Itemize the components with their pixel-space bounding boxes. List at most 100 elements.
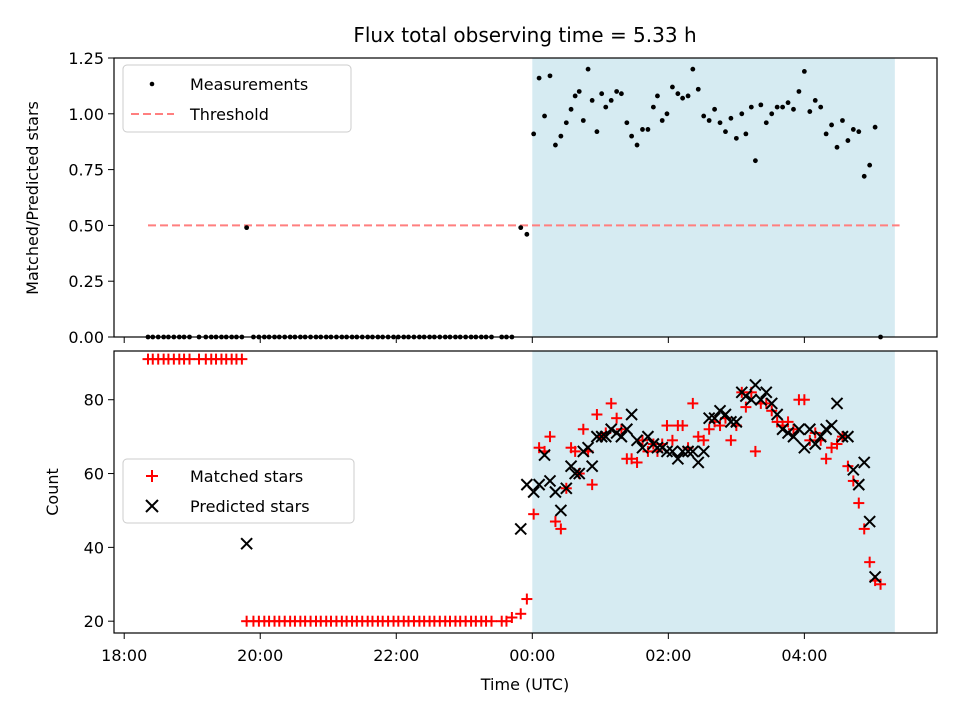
predicted-star-point: [514, 522, 527, 536]
top-x-ticks: [123, 337, 805, 343]
top-y-axis-label: Matched/Predicted stars: [23, 101, 42, 295]
measurement-point: [834, 144, 840, 150]
measurement-point: [840, 118, 845, 123]
predicted-star-point: [620, 423, 634, 436]
measurement-point: [531, 131, 537, 137]
matched-star-point: [642, 445, 654, 457]
measurement-point: [774, 104, 780, 110]
predicted-star-point: [708, 411, 721, 425]
predicted-star-point: [724, 415, 738, 429]
bottom-y-axis-label: Count: [43, 468, 62, 516]
matched-star-point: [666, 434, 678, 446]
measurement-point: [568, 106, 574, 112]
predicted-star-point: [625, 408, 638, 421]
matched-star-point: [766, 405, 778, 417]
predicted-star-point: [573, 467, 586, 480]
measurement-point: [791, 106, 796, 112]
predicted-star-point: [527, 485, 540, 499]
top-y-tick-label: 1.00: [68, 105, 104, 124]
legend-matched-marker: [146, 470, 158, 482]
top-legend-box: [122, 64, 352, 133]
measurement-point: [675, 91, 681, 97]
predicted-star-point: [787, 430, 800, 443]
matched-star-point: [506, 611, 518, 623]
measurement-point: [572, 93, 578, 99]
matched-star-point: [183, 353, 195, 365]
matched-star-point: [749, 445, 761, 457]
measurement-point: [763, 120, 769, 126]
measurement-point: [558, 133, 564, 139]
matched-star-point: [782, 416, 794, 428]
matched-star-point: [555, 523, 567, 535]
x-axis-label: Time (UTC): [480, 675, 569, 694]
matched-star-point: [787, 423, 799, 435]
predicted-star-point: [595, 430, 608, 443]
bottom-y-axis: 20 40 60 80: [84, 391, 114, 631]
measurement-point: [585, 66, 591, 72]
bottom-y-tick-label: 40: [84, 538, 104, 557]
legend-predicted-label: Predicted stars: [190, 497, 310, 516]
predicted-star-point: [770, 408, 784, 421]
matched-star-point: [798, 394, 810, 406]
measurement-point: [739, 111, 745, 117]
predicted-star-point: [825, 419, 838, 432]
measurement-point: [801, 68, 807, 74]
top-y-tick-label: 1.25: [68, 49, 104, 68]
predicted-star-point: [749, 378, 762, 392]
top-legend: Measurements Threshold: [122, 64, 352, 133]
predicted-star-point: [863, 515, 876, 528]
measurement-point: [680, 95, 686, 101]
predicted-star-point: [543, 474, 557, 488]
measurement-point: [553, 142, 558, 148]
predicted-star-point: [599, 430, 612, 443]
measurements-series: [145, 66, 883, 340]
bottom-observing-span: [532, 351, 895, 633]
measurement-point: [655, 93, 660, 99]
measurement-point: [818, 104, 824, 110]
predicted-star-point: [798, 441, 811, 454]
measurement-point: [542, 113, 547, 119]
measurement-point: [608, 98, 614, 103]
top-axes-frame: [113, 57, 938, 338]
predicted-star-point: [549, 485, 562, 499]
measurement-point: [769, 111, 775, 117]
top-y-tick-label: 0.50: [68, 216, 104, 235]
bottom-legend: Matched stars Predicted stars: [122, 458, 355, 524]
matched-star-point: [591, 408, 603, 420]
matched-star-point: [804, 434, 816, 446]
predicted-star-point: [765, 397, 778, 410]
matched-star-point: [875, 578, 887, 590]
measurement-point: [748, 104, 754, 110]
matched-star-point: [703, 423, 715, 435]
measurement-point: [244, 225, 250, 231]
predicted-star-point: [719, 408, 732, 421]
matched-star-point: [858, 523, 870, 535]
measurement-point: [695, 86, 701, 92]
matched-star-point: [611, 412, 623, 424]
measurement-point: [670, 84, 675, 90]
measurement-point: [536, 75, 542, 81]
matched-star-point: [847, 475, 859, 487]
measurement-point: [701, 113, 707, 119]
top-y-tick-label: 0.75: [68, 161, 104, 180]
measurement-point: [629, 133, 635, 139]
predicted-star-point: [781, 426, 795, 440]
legend-matched-label: Matched stars: [190, 467, 303, 486]
matched-star-point: [631, 456, 643, 468]
measurement-point: [664, 111, 670, 117]
matched-star-point: [740, 401, 752, 413]
matched-star-point: [521, 593, 533, 605]
predicted-star-point: [713, 404, 727, 418]
predicted-star-point: [585, 459, 599, 473]
x-tick-label: 22:00: [373, 646, 419, 665]
measurement-point: [867, 162, 873, 168]
matched-star-point: [515, 608, 527, 620]
predicted-star-point: [836, 430, 849, 443]
predicted-star-point: [814, 430, 827, 443]
measurement-point: [728, 115, 734, 121]
measurement-point: [752, 158, 758, 164]
x-tick-label: 04:00: [781, 646, 827, 665]
top-y-axis: 0.00 0.25 0.50 0.75 1.00 1.25: [68, 49, 114, 347]
